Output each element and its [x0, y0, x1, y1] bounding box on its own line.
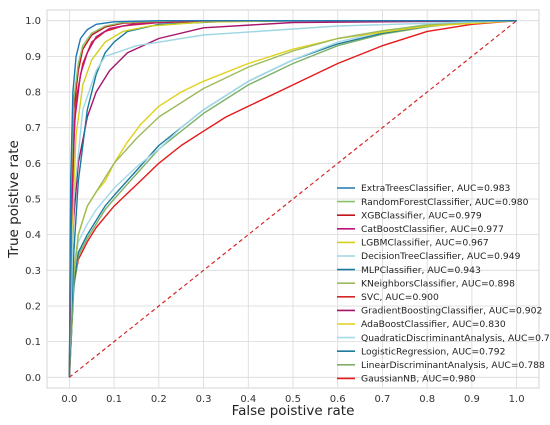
x-tick-label: 0.6 [330, 394, 346, 405]
legend-entry: SVC, AUC=0.900 [361, 292, 439, 303]
y-tick-label: 0.8 [25, 88, 41, 99]
x-tick-labels: 0.0 0.1 0.2 0.3 0.4 0.5 0.6 0.7 0.8 0.9 1.0 [61, 394, 524, 405]
legend-entry: RandomForestClassifier, AUC=0.980 [361, 197, 529, 208]
y-tick-label: 1.0 [25, 16, 41, 27]
y-tick-label: 0.1 [25, 337, 41, 348]
x-tick-label: 0.4 [240, 394, 256, 405]
y-tick-label: 0.6 [25, 159, 41, 170]
roc-curve [68, 20, 517, 378]
x-tick-label: 1.0 [509, 394, 525, 405]
chance-diagonal [68, 20, 518, 378]
y-tick-label: 0.2 [25, 301, 41, 312]
roc-curves [68, 20, 518, 378]
x-tick-label: 0.9 [464, 394, 480, 405]
x-tick-label: 0.2 [151, 394, 167, 405]
y-tick-label: 0.3 [25, 266, 41, 277]
legend: ExtraTreesClassifier, AUC=0.983 RandomFor… [337, 183, 550, 385]
x-tick-label: 0.1 [106, 394, 122, 405]
roc-curve [68, 20, 517, 378]
y-axis-label: True poistive rate [6, 140, 22, 259]
roc-curve [68, 20, 517, 378]
roc-curve [68, 20, 517, 378]
legend-entry: KNeighborsClassifier, AUC=0.898 [361, 278, 515, 289]
y-tick-label: 0.9 [25, 52, 41, 63]
x-tick-label: 0.3 [196, 394, 212, 405]
legend-entry: LogisticRegression, AUC=0.792 [361, 346, 505, 357]
legend-entry: LGBMClassifier, AUC=0.967 [361, 238, 489, 249]
legend-entry: AdaBoostClassifier, AUC=0.830 [361, 319, 506, 330]
x-tick-label: 0.0 [61, 394, 77, 405]
y-tick-labels: 0.0 0.1 0.2 0.3 0.4 0.5 0.6 0.7 0.8 0.9 1.0 [25, 16, 41, 384]
legend-entry: QuadraticDiscriminantAnalysis, AUC=0.797 [361, 333, 550, 344]
x-tick-label: 0.7 [375, 394, 391, 405]
y-tick-label: 0.4 [25, 230, 41, 241]
x-axis-label: False poistive rate [232, 403, 355, 419]
legend-entry: DecisionTreeClassifier, AUC=0.949 [361, 251, 521, 262]
legend-entry: MLPClassifier, AUC=0.943 [361, 265, 481, 276]
y-tick-label: 0.7 [25, 123, 41, 134]
roc-curve [68, 20, 517, 378]
x-tick-label: 0.8 [419, 394, 435, 405]
legend-entry: GradientBoostingClassifier, AUC=0.902 [361, 306, 542, 317]
x-tick-label: 0.5 [285, 394, 301, 405]
legend-entry: XGBClassifier, AUC=0.979 [361, 210, 482, 221]
y-tick-label: 0.5 [25, 195, 41, 206]
y-tick-label: 0.0 [25, 373, 41, 384]
legend-entry: CatBoostClassifier, AUC=0.977 [361, 224, 504, 235]
legend-entry: GaussianNB, AUC=0.980 [361, 374, 476, 385]
legend-entry: LinearDiscriminantAnalysis, AUC=0.788 [361, 360, 545, 371]
legend-entry: ExtraTreesClassifier, AUC=0.983 [361, 183, 511, 194]
